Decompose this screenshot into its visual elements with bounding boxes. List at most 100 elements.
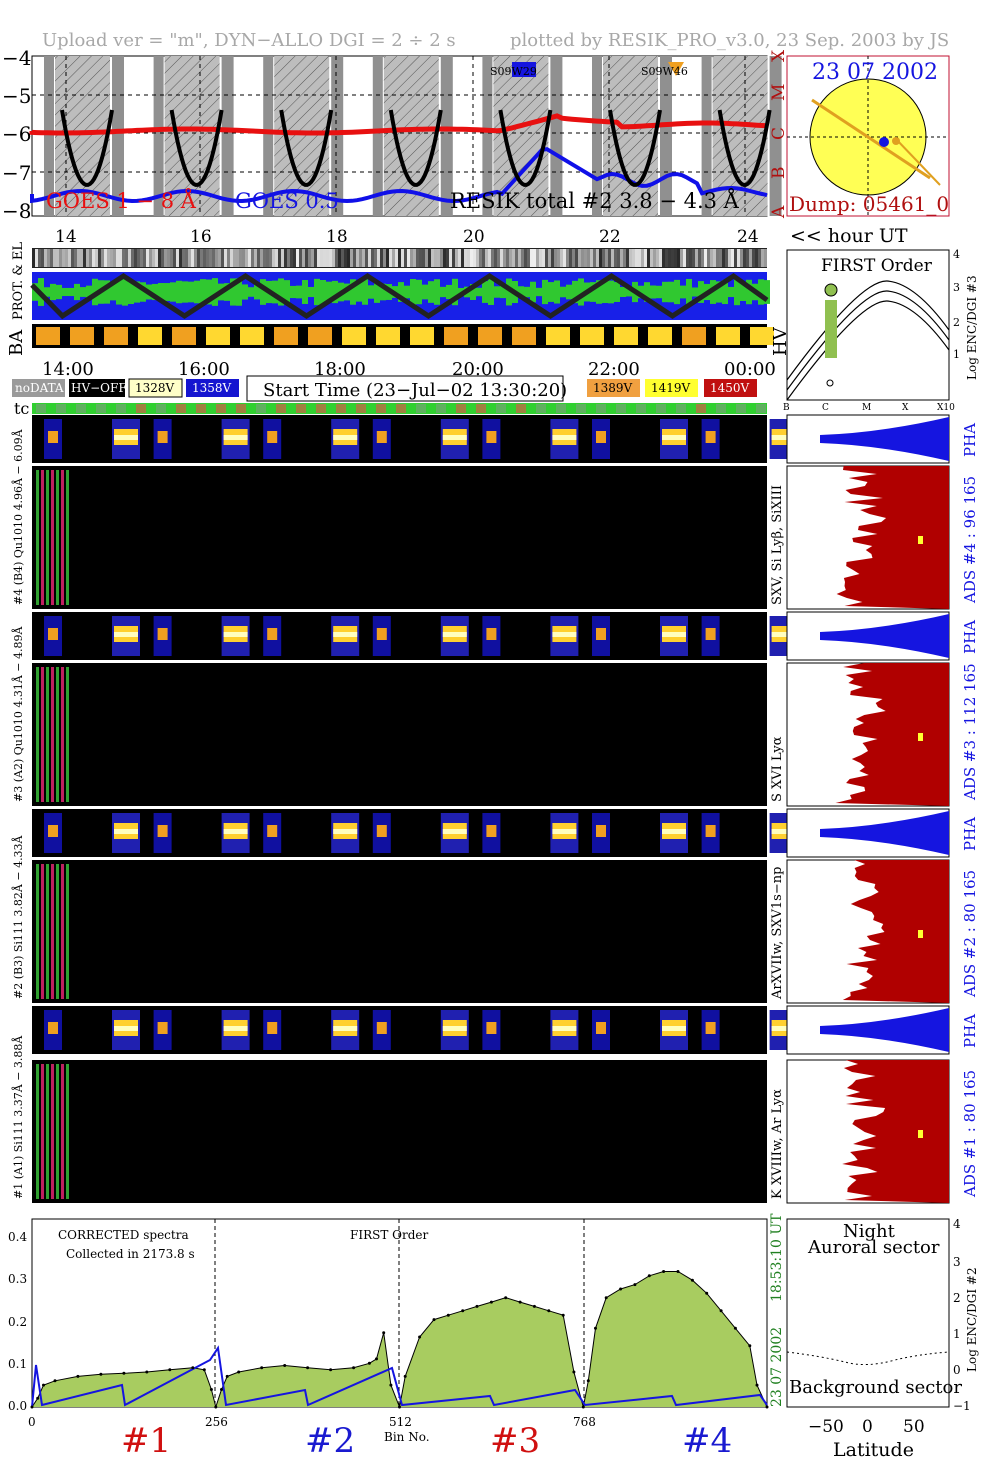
particle-sample [398,249,401,267]
spectrum-block [705,431,716,443]
first-order-panel: FIRST Order B C M X X10 1 2 3 4 Log ENC/… [783,248,979,413]
ar-position-orange [892,137,900,145]
prot-el-sample [398,282,404,302]
particle-sample [269,249,272,267]
particle-sample [389,249,392,267]
goes-y-axis: −4 −5 −6 −7 −8 [2,46,31,223]
prot-el-sample [566,284,572,300]
particle-sample [602,249,605,267]
particle-sample [749,249,752,267]
prot-el-sample [650,285,656,299]
spectrum-block [552,1026,577,1031]
spectrum-block [114,829,138,834]
particle-sample [653,249,656,267]
particle-sample [455,249,458,267]
prot-el-sample [56,284,62,300]
spectrum-point [489,1300,493,1304]
ads-shape [836,466,949,609]
spectrum-block [486,431,497,443]
prot-el-sample [260,279,266,305]
prot-el-sample [470,284,476,300]
prot-el-sample [764,280,770,304]
channel-wavelength-label: #2 (B3) Si111 3.82Å − 4.33Å [11,834,25,999]
hour-tick: 22 [599,227,621,247]
channel-raw-panel [32,1060,767,1203]
active-region-2-label: S09W46 [641,65,688,78]
particle-sample [65,249,68,267]
particle-sample [407,249,410,267]
spectrum-point [461,1309,465,1313]
spectrum-point [76,1374,80,1378]
spectrum-point [398,1405,401,1409]
particle-sample [677,249,680,267]
particle-sample [368,249,371,267]
particle-sample [290,249,293,267]
prot-el-sample [554,280,560,304]
particle-sample [128,249,131,267]
tc-sample [556,404,566,413]
particle-sample [485,249,488,267]
particle-sample [614,249,617,267]
particle-sample [434,249,437,267]
first-order-y-tick: 4 [953,248,960,261]
prot-el-sample [62,287,68,297]
resik-total-segment [498,109,553,187]
tc-sample [56,404,66,413]
status-strips: PROT. & EL BA HV [6,242,791,356]
spectrum-block [48,628,58,640]
particle-sample [491,249,494,267]
particle-sample [668,249,671,267]
tc-marks [36,404,766,413]
spectrum-point [547,1309,551,1313]
prot-el-sample [692,287,698,297]
particle-sample [596,249,599,267]
particle-sample [191,249,194,267]
ba-sample [682,327,706,345]
raw-column [61,667,64,802]
particle-sample [200,249,203,267]
spectrum-block [114,435,138,440]
tc-sample [196,404,206,413]
raw-column [46,864,49,999]
ba-sample [444,327,468,345]
spectrum-block [442,1026,467,1031]
prot-el-sample [86,285,92,299]
particle-sample [713,249,716,267]
prot-el-sample [740,282,746,302]
particle-sample [503,249,506,267]
particle-sample [257,249,260,267]
ba-sample [36,327,60,345]
spectrum-point [389,1383,393,1387]
particle-sample [329,249,332,267]
tc-sample [456,404,466,413]
ba-sample [750,327,774,345]
prot-el-sample [350,279,356,305]
tc-sample [616,404,626,413]
particle-sample [377,249,380,267]
particle-sample [179,249,182,267]
particle-sample [77,249,80,267]
raw-column [51,1064,54,1199]
particle-sample [452,249,455,267]
particle-sample [41,249,44,267]
tc-sample [396,404,406,413]
prot-el-sample [332,280,338,304]
prot-el-sample [110,283,116,301]
dynamic-spectrum [32,415,798,463]
particle-sample [680,249,683,267]
latitude-x-label: Latitude [833,1439,914,1461]
eclipse-stripe [383,56,439,216]
particle-sample [170,249,173,267]
particle-sample [761,249,764,267]
eclipse-stripe [550,56,563,216]
spectrum-point [403,1374,407,1378]
raw-column [41,864,44,999]
particle-sample [248,249,251,267]
particle-sample [362,249,365,267]
ba-sample [410,327,434,345]
particle-sample [53,249,56,267]
prot-el-sample [452,278,458,306]
hour-axis: 14 16 18 20 22 24 << hour UT [55,225,908,247]
prot-el-sample [272,280,278,304]
